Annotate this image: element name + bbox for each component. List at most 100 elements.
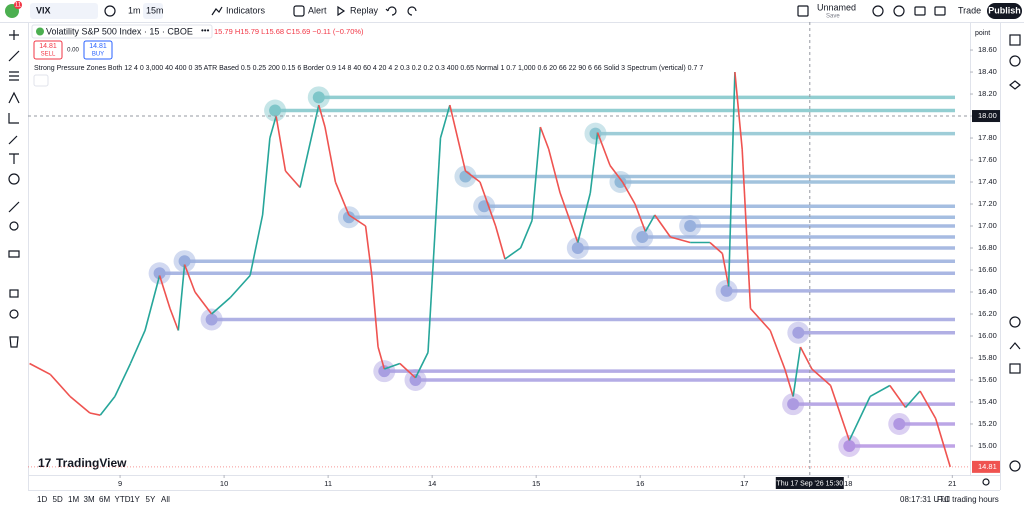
zone-dot bbox=[792, 326, 805, 339]
delete-tool[interactable] bbox=[9, 336, 19, 348]
price-segment bbox=[531, 126, 542, 221]
help[interactable] bbox=[1009, 460, 1021, 472]
price-segment bbox=[792, 346, 802, 397]
interval[interactable]: 1m bbox=[128, 5, 141, 15]
replay-button[interactable]: Replay bbox=[350, 5, 379, 15]
price-segment bbox=[919, 390, 937, 419]
price-segment bbox=[644, 214, 656, 232]
range-button[interactable]: 5D bbox=[53, 495, 63, 504]
range-button[interactable]: YTD bbox=[115, 495, 131, 504]
price-segment bbox=[539, 126, 550, 150]
alert-button[interactable]: Alert bbox=[308, 5, 327, 15]
interval-active[interactable] bbox=[143, 3, 163, 19]
price-segment bbox=[144, 275, 161, 331]
settings-icon[interactable] bbox=[893, 5, 905, 17]
range-button[interactable]: 1M bbox=[68, 495, 79, 504]
price-segment bbox=[829, 385, 851, 441]
zone-dot bbox=[893, 417, 906, 430]
zone-dot bbox=[409, 373, 422, 386]
publish-button[interactable] bbox=[987, 3, 1022, 19]
indicator-legend: Strong Pressure Zones Both 12 4 0 3,000 … bbox=[34, 65, 703, 72]
add-symbol[interactable] bbox=[104, 5, 116, 17]
trend-line-tool[interactable] bbox=[8, 50, 20, 62]
layout-icon[interactable] bbox=[797, 5, 809, 17]
price-segment bbox=[249, 214, 264, 276]
zone-dot bbox=[636, 231, 649, 244]
ruler-tool[interactable] bbox=[8, 201, 20, 213]
watchlist[interactable] bbox=[1009, 34, 1021, 46]
save-label[interactable]: Save bbox=[826, 14, 840, 20]
layers[interactable] bbox=[1009, 80, 1021, 90]
icon-tool[interactable] bbox=[8, 173, 20, 185]
price-segment bbox=[577, 192, 592, 243]
range-button[interactable]: 1Y bbox=[130, 495, 140, 504]
text-tool[interactable] bbox=[9, 153, 19, 164]
trade-button[interactable]: Trade bbox=[958, 5, 981, 15]
collapse-legend[interactable] bbox=[33, 74, 49, 87]
alerts[interactable] bbox=[1009, 55, 1021, 67]
fib-tool[interactable] bbox=[9, 71, 19, 81]
price-segment bbox=[609, 165, 624, 183]
fullscreen-icon[interactable] bbox=[914, 6, 926, 16]
magnet-tool[interactable] bbox=[8, 250, 20, 258]
snapshot-icon[interactable] bbox=[934, 6, 946, 16]
y-tick-label: 15.40 bbox=[978, 397, 997, 406]
price-segment bbox=[889, 385, 907, 408]
buy-price: 14.81 bbox=[89, 43, 107, 50]
range-button[interactable]: 1D bbox=[37, 495, 47, 504]
redo[interactable] bbox=[407, 6, 417, 16]
projection-tool[interactable] bbox=[8, 113, 19, 124]
search-icon[interactable] bbox=[872, 5, 884, 17]
y-tick-label: 15.20 bbox=[978, 419, 997, 428]
interval[interactable]: 15m bbox=[146, 5, 164, 15]
last-price-box bbox=[972, 460, 1000, 473]
target[interactable] bbox=[1009, 316, 1021, 328]
price-segment bbox=[261, 137, 271, 216]
legend-more[interactable]: ••• bbox=[201, 26, 210, 35]
sell-button[interactable] bbox=[33, 40, 63, 60]
pattern-tool[interactable] bbox=[8, 91, 20, 104]
axis-settings[interactable] bbox=[982, 478, 990, 486]
watermark: TradingView bbox=[56, 456, 127, 470]
x-tick-label: 14 bbox=[428, 479, 436, 488]
buy-button[interactable] bbox=[83, 40, 113, 60]
price-segment bbox=[89, 412, 101, 416]
crosshair-x-label: Thu 17 Sep '26 15:30 bbox=[776, 480, 843, 487]
indicators-button[interactable]: Indicators bbox=[226, 5, 266, 15]
price-segment bbox=[427, 137, 442, 353]
undo[interactable] bbox=[385, 6, 397, 16]
price-segment bbox=[596, 132, 611, 166]
range-button[interactable]: 5Y bbox=[146, 495, 156, 504]
brush-tool[interactable] bbox=[8, 135, 18, 145]
zone-dot bbox=[787, 398, 800, 411]
y-tick-label: 17.20 bbox=[978, 199, 997, 208]
zone-dot bbox=[153, 267, 166, 280]
price-segment bbox=[284, 170, 301, 189]
ideas[interactable] bbox=[1009, 342, 1021, 350]
zoom-tool[interactable] bbox=[9, 221, 19, 231]
range-button[interactable]: All bbox=[161, 495, 170, 504]
session[interactable]: Full trading hours bbox=[937, 495, 999, 504]
price-segment bbox=[479, 181, 497, 227]
sell-label: SELL bbox=[41, 52, 56, 58]
hide-tool[interactable] bbox=[9, 309, 19, 319]
price-segment bbox=[654, 214, 672, 238]
price-segment bbox=[324, 126, 337, 183]
price-segment bbox=[229, 274, 251, 299]
range-button[interactable]: 6M bbox=[99, 495, 110, 504]
x-tick-label: 18 bbox=[844, 479, 852, 488]
price-segment bbox=[399, 362, 417, 379]
calendar[interactable] bbox=[1009, 363, 1021, 374]
lock-tool[interactable] bbox=[9, 289, 19, 298]
price-segment bbox=[275, 115, 287, 172]
x-tick-label: 17 bbox=[740, 479, 748, 488]
layout-name[interactable]: Unnamed bbox=[817, 2, 856, 12]
symbol-search[interactable] bbox=[30, 3, 98, 19]
range-button[interactable]: 3M bbox=[84, 495, 95, 504]
crosshair-tool[interactable] bbox=[9, 30, 19, 40]
y-tick-label: 16.20 bbox=[978, 309, 997, 318]
price-segment bbox=[299, 104, 320, 188]
right-toolbar bbox=[1009, 34, 1021, 472]
top-toolbar bbox=[0, 0, 1024, 22]
